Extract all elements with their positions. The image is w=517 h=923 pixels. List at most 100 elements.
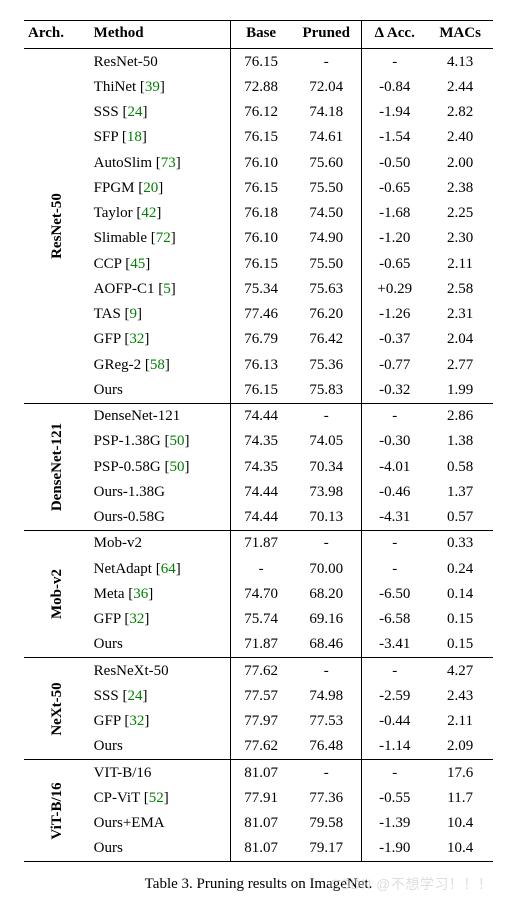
- base-cell: 72.88: [230, 74, 291, 99]
- macs-cell: 0.33: [427, 530, 493, 556]
- base-cell: 81.07: [230, 836, 291, 862]
- dacc-cell: -3.41: [362, 632, 428, 658]
- pruned-cell: 75.83: [291, 377, 361, 403]
- dacc-cell: -0.30: [362, 429, 428, 454]
- method-cell: Ours: [90, 377, 231, 403]
- dacc-cell: -1.68: [362, 201, 428, 226]
- macs-cell: 0.15: [427, 632, 493, 658]
- pruned-cell: -: [291, 760, 361, 786]
- dacc-cell: -1.94: [362, 100, 428, 125]
- method-cell: Ours: [90, 836, 231, 862]
- pruned-cell: 75.63: [291, 276, 361, 301]
- table-row: AOFP-C1 [5]75.3475.63+0.292.58: [24, 276, 493, 301]
- macs-cell: 11.7: [427, 785, 493, 810]
- table-row: FPGM [20]76.1575.50-0.652.38: [24, 175, 493, 200]
- method-cell: Ours-1.38G: [90, 479, 231, 504]
- dacc-cell: -2.59: [362, 683, 428, 708]
- table-row: SSS [24]77.5774.98-2.592.43: [24, 683, 493, 708]
- method-cell: NetAdapt [64]: [90, 556, 231, 581]
- macs-cell: 10.4: [427, 811, 493, 836]
- col-base: Base: [230, 21, 291, 49]
- table-row: Slimable [72]76.1074.90-1.202.30: [24, 226, 493, 251]
- macs-cell: 4.27: [427, 658, 493, 684]
- cite-number: 24: [127, 688, 142, 704]
- cite-number: 24: [127, 104, 142, 120]
- method-cell: CP-ViT [52]: [90, 785, 231, 810]
- base-cell: 76.10: [230, 226, 291, 251]
- base-cell: 76.15: [230, 125, 291, 150]
- arch-cell: Mob-v2: [24, 530, 90, 657]
- cite-number: 64: [161, 561, 176, 577]
- dacc-cell: -: [362, 658, 428, 684]
- macs-cell: 1.37: [427, 479, 493, 504]
- arch-cell: DenseNet-121: [24, 403, 90, 530]
- table-row: ViT-B/16VIT-B/1681.07--17.6: [24, 760, 493, 786]
- col-pruned: Pruned: [291, 21, 361, 49]
- col-dacc: Δ Acc.: [362, 21, 428, 49]
- macs-cell: 0.24: [427, 556, 493, 581]
- base-cell: 74.70: [230, 581, 291, 606]
- cite-number: 5: [163, 281, 171, 297]
- pruned-cell: 72.04: [291, 74, 361, 99]
- pruned-cell: 69.16: [291, 607, 361, 632]
- base-cell: 77.46: [230, 302, 291, 327]
- pruned-cell: 74.61: [291, 125, 361, 150]
- dacc-cell: -0.46: [362, 479, 428, 504]
- base-cell: 74.44: [230, 479, 291, 504]
- pruned-cell: -: [291, 49, 361, 75]
- arch-label: ViT-B/16: [47, 782, 67, 839]
- macs-cell: 0.14: [427, 581, 493, 606]
- macs-cell: 2.11: [427, 251, 493, 276]
- pruned-cell: 74.98: [291, 683, 361, 708]
- dacc-cell: -1.26: [362, 302, 428, 327]
- base-cell: 74.35: [230, 429, 291, 454]
- base-cell: 77.91: [230, 785, 291, 810]
- table-row: Ours81.0779.17-1.9010.4: [24, 836, 493, 862]
- table-row: TAS [9]77.4676.20-1.262.31: [24, 302, 493, 327]
- dacc-cell: -1.54: [362, 125, 428, 150]
- dacc-cell: -0.65: [362, 251, 428, 276]
- base-cell: 81.07: [230, 811, 291, 836]
- pruned-cell: 75.60: [291, 150, 361, 175]
- table-row: SSS [24]76.1274.18-1.942.82: [24, 100, 493, 125]
- base-cell: 77.62: [230, 734, 291, 760]
- table-row: ThiNet [39]72.8872.04-0.842.44: [24, 74, 493, 99]
- dacc-cell: -0.55: [362, 785, 428, 810]
- table-row: Ours+EMA81.0779.58-1.3910.4: [24, 811, 493, 836]
- table-row: Taylor [42]76.1874.50-1.682.25: [24, 201, 493, 226]
- table-row: GFP [32]75.7469.16-6.580.15: [24, 607, 493, 632]
- table-body: ResNet-50ResNet-5076.15--4.13ThiNet [39]…: [24, 49, 493, 862]
- cite-number: 32: [129, 331, 144, 347]
- cite-number: 50: [170, 459, 185, 475]
- table-row: Ours71.8768.46-3.410.15: [24, 632, 493, 658]
- table-row: CP-ViT [52]77.9177.36-0.5511.7: [24, 785, 493, 810]
- dacc-cell: -6.58: [362, 607, 428, 632]
- dacc-cell: -4.01: [362, 454, 428, 479]
- dacc-cell: +0.29: [362, 276, 428, 301]
- method-cell: Taylor [42]: [90, 201, 231, 226]
- base-cell: 76.12: [230, 100, 291, 125]
- dacc-cell: -0.32: [362, 377, 428, 403]
- cite-number: 50: [170, 433, 185, 449]
- macs-cell: 2.58: [427, 276, 493, 301]
- table-row: AutoSlim [73]76.1075.60-0.502.00: [24, 150, 493, 175]
- pruned-cell: 79.17: [291, 836, 361, 862]
- method-cell: Meta [36]: [90, 581, 231, 606]
- pruned-cell: 68.20: [291, 581, 361, 606]
- base-cell: 81.07: [230, 760, 291, 786]
- cite-number: 72: [156, 230, 171, 246]
- pruned-cell: 70.00: [291, 556, 361, 581]
- pruned-cell: 75.36: [291, 352, 361, 377]
- base-cell: -: [230, 556, 291, 581]
- method-cell: PSP-0.58G [50]: [90, 454, 231, 479]
- pruned-cell: 74.18: [291, 100, 361, 125]
- base-cell: 74.44: [230, 505, 291, 531]
- arch-cell: ViT-B/16: [24, 760, 90, 862]
- table-row: DenseNet-121DenseNet-12174.44--2.86: [24, 403, 493, 429]
- dacc-cell: -1.14: [362, 734, 428, 760]
- method-cell: FPGM [20]: [90, 175, 231, 200]
- base-cell: 76.79: [230, 327, 291, 352]
- table-row: ResNet-50ResNet-5076.15--4.13: [24, 49, 493, 75]
- arch-cell: ResNet-50: [24, 49, 90, 404]
- table-row: NeXt-50ResNeXt-5077.62--4.27: [24, 658, 493, 684]
